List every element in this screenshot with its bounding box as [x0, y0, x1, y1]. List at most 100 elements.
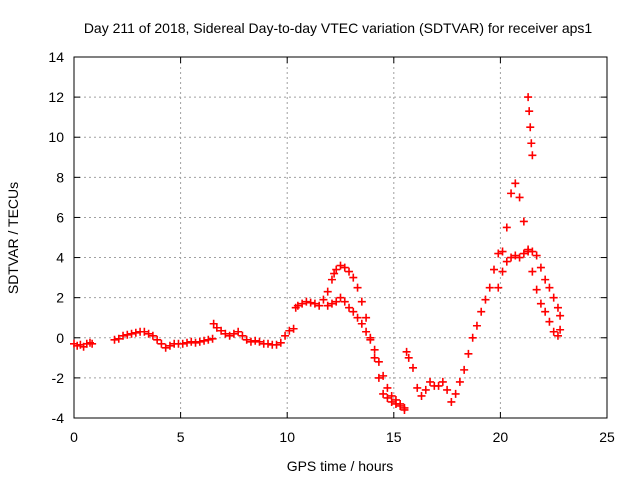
data-point: [336, 261, 345, 270]
data-point: [545, 283, 554, 292]
y-tick-label: -2: [52, 370, 65, 386]
data-point: [532, 285, 541, 294]
data-point: [460, 365, 469, 374]
data-point: [327, 299, 336, 308]
data-point: [212, 323, 221, 332]
data-point: [144, 329, 153, 338]
data-point: [485, 283, 494, 292]
data-point: [490, 265, 499, 274]
data-point: [556, 311, 565, 320]
data-point: [556, 325, 565, 334]
data-point: [434, 381, 443, 390]
data-point: [536, 263, 545, 272]
data-point: [362, 327, 371, 336]
data-point: [140, 327, 149, 336]
data-point: [519, 217, 528, 226]
data-point: [200, 336, 209, 345]
data-point: [110, 335, 119, 344]
data-point: [330, 269, 339, 278]
data-point: [187, 337, 196, 346]
data-point: [494, 249, 503, 258]
data-point: [383, 383, 392, 392]
data-point: [298, 299, 307, 308]
x-tick-label: 25: [599, 429, 615, 445]
data-point: [532, 251, 541, 260]
data-point: [340, 263, 349, 272]
data-point: [481, 295, 490, 304]
data-point: [289, 324, 298, 333]
data-point: [208, 334, 217, 343]
data-point: [276, 338, 285, 347]
data-point: [447, 397, 456, 406]
data-point: [165, 341, 174, 350]
data-point: [161, 343, 170, 352]
data-point: [315, 301, 324, 310]
data-point: [306, 298, 315, 307]
data-point: [242, 335, 251, 344]
data-point: [519, 249, 528, 258]
data-point: [281, 331, 290, 340]
data-point: [402, 347, 411, 356]
data-point: [251, 336, 260, 345]
data-point: [374, 373, 383, 382]
y-axis-label: SDTVAR / TECUs: [5, 182, 21, 294]
data-points: [70, 93, 565, 414]
data-point: [549, 293, 558, 302]
data-point: [413, 383, 422, 392]
data-point: [272, 340, 281, 349]
data-point: [148, 331, 157, 340]
data-point: [357, 319, 366, 328]
data-point: [443, 385, 452, 394]
x-tick-label: 15: [386, 429, 402, 445]
data-point: [88, 339, 97, 348]
data-point: [379, 371, 388, 380]
data-point: [353, 313, 362, 322]
data-point: [366, 335, 375, 344]
y-tick-label: 6: [56, 209, 64, 225]
data-point: [528, 267, 537, 276]
data-point: [511, 251, 520, 260]
data-point: [507, 189, 516, 198]
x-axis-label: GPS time / hours: [287, 458, 394, 474]
data-point: [127, 329, 136, 338]
data-point: [323, 301, 332, 310]
data-point: [349, 307, 358, 316]
data-point: [515, 193, 524, 202]
data-point: [332, 297, 341, 306]
data-point: [182, 338, 191, 347]
data-point: [502, 223, 511, 232]
data-point: [349, 273, 358, 282]
data-point: [195, 337, 204, 346]
data-point: [370, 345, 379, 354]
data-point: [327, 275, 336, 284]
data-point: [293, 301, 302, 310]
data-point: [528, 247, 537, 256]
x-tick-label: 0: [70, 429, 78, 445]
y-tick-label: -4: [52, 410, 65, 426]
data-point: [451, 389, 460, 398]
data-point: [524, 93, 533, 102]
data-point: [217, 326, 226, 335]
data-point: [370, 353, 379, 362]
y-tick-label: 0: [56, 330, 64, 346]
data-point: [515, 253, 524, 262]
data-point: [345, 267, 354, 276]
data-point: [545, 317, 554, 326]
data-point: [438, 377, 447, 386]
data-point: [426, 377, 435, 386]
data-point: [541, 275, 550, 284]
data-point: [264, 339, 273, 348]
data-point: [502, 257, 511, 266]
data-point: [536, 299, 545, 308]
plot-frame: [73, 56, 608, 419]
data-point: [221, 329, 230, 338]
y-tick-label: 8: [56, 169, 64, 185]
data-point: [340, 297, 349, 306]
data-point: [553, 303, 562, 312]
data-point: [455, 377, 464, 386]
data-point: [157, 339, 166, 348]
data-point: [285, 326, 294, 335]
data-point: [229, 329, 238, 338]
data-point: [396, 399, 405, 408]
